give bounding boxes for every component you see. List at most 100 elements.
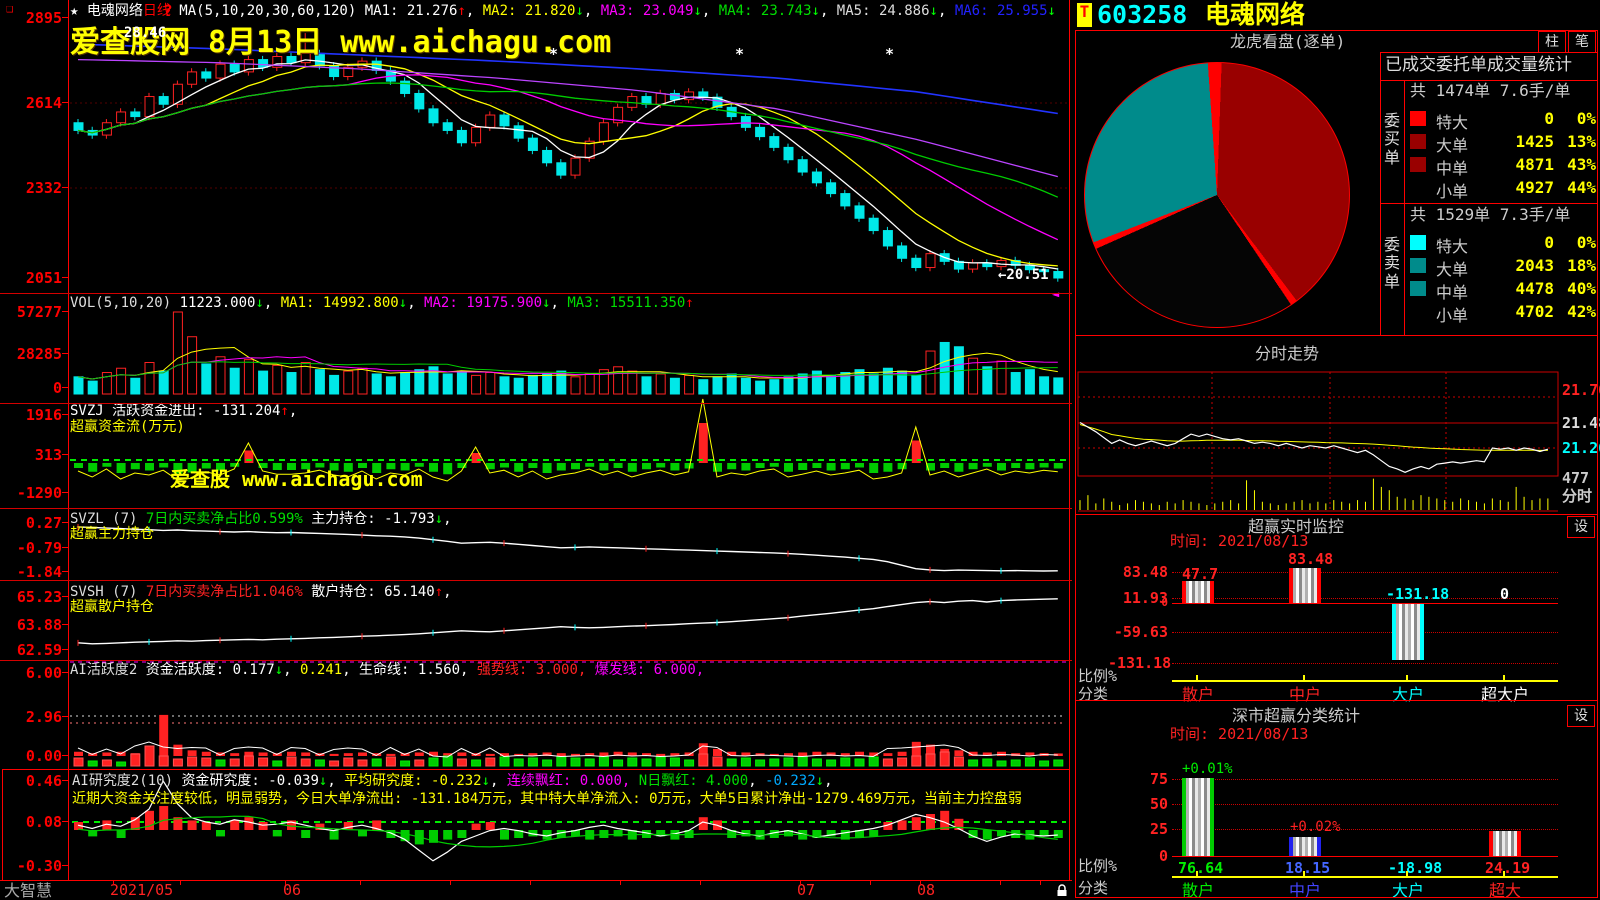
- pillar-view-button[interactable]: 柱: [1538, 31, 1566, 53]
- border-line: [0, 580, 1072, 581]
- legend-segment: ↑: [685, 295, 694, 311]
- table-row: 大单 2043 18%: [1408, 255, 1598, 279]
- baseline-tick: [1303, 675, 1305, 680]
- axis-label: -1290: [16, 484, 62, 502]
- legend-segment: ,: [819, 3, 837, 19]
- stock-type-icon: T: [1077, 3, 1092, 27]
- watermark-main: 爱查股网 8月13日 www.aichagu.com: [70, 25, 612, 60]
- legend-segment: N日飘红: 4.000: [638, 773, 749, 789]
- gridline: [1172, 632, 1558, 633]
- decor-glyph: ◄: [1052, 287, 1060, 301]
- legend-segment: MA1: 14992.800: [280, 295, 399, 311]
- axis-tick: [62, 353, 68, 354]
- table-row: 中单 4478 40%: [1408, 278, 1598, 302]
- table-row: 小单 4702 42%: [1408, 301, 1598, 325]
- axis-label: 62.59: [16, 641, 62, 659]
- legend-segment: SVZL (7): [70, 511, 146, 527]
- axis-tick: [62, 672, 68, 673]
- stock-name: 电魂网络: [1205, 0, 1306, 29]
- order-distribution-pie: [1084, 62, 1350, 328]
- date-tick: [620, 880, 621, 885]
- legend-segment: MA1: 21.276: [364, 3, 458, 19]
- baseline-tick: [1406, 871, 1408, 876]
- date-tick: [920, 880, 921, 885]
- axis-label: 63.88: [16, 616, 62, 634]
- legend-segment: ,: [407, 295, 425, 311]
- border-line: [0, 403, 1072, 404]
- intraday-axis-label: 21.48: [1562, 414, 1600, 432]
- bar-axis-label: 0: [1161, 596, 1168, 609]
- monitor-settings-button[interactable]: 设: [1567, 516, 1595, 538]
- stroke-view-button[interactable]: 笔: [1568, 31, 1596, 53]
- shenshi-category: 散户: [1182, 881, 1215, 900]
- stock-code: 603258: [1097, 0, 1188, 29]
- shenshi-category: 大户: [1392, 881, 1425, 900]
- legend-segment: ,: [748, 773, 766, 789]
- legend-segment: ,: [263, 295, 281, 311]
- shenshi-category: 超大: [1489, 881, 1522, 900]
- border-line: [1597, 30, 1598, 898]
- border-line: [1075, 30, 1598, 31]
- size-swatch: [1410, 134, 1426, 149]
- cell-nm: 大单: [1436, 260, 1469, 279]
- axis-label: 1916: [25, 406, 62, 424]
- axis-label: 0.08: [25, 813, 62, 831]
- bar-axis-label: -131.18: [1108, 654, 1172, 672]
- shenshi-value: 24.19: [1485, 859, 1531, 877]
- axis-tick: [62, 102, 68, 103]
- legend-segment: 日线: [142, 3, 171, 19]
- bar-axis-label: 11.93: [1122, 589, 1168, 607]
- legend-segment: ↓: [811, 3, 820, 19]
- gridline: [1172, 804, 1558, 805]
- monitor-category: 中户: [1289, 685, 1322, 704]
- decor-glyph: ❑: [6, 1, 14, 15]
- cell-val: 2043: [1515, 256, 1554, 275]
- sell-orders-label: 委卖单: [1383, 235, 1400, 291]
- bar-change-label: +0.01%: [1182, 761, 1233, 777]
- legend-segment: SVZJ 活跃资金进出: -131.204: [70, 403, 281, 419]
- legend-segment: ↓: [255, 295, 264, 311]
- axis-label: 0: [52, 379, 62, 397]
- cell-val: 0: [1544, 109, 1554, 128]
- buy-orders-label: 委买单: [1383, 111, 1400, 167]
- axis-label: 2895: [25, 9, 62, 27]
- border-line: [1404, 80, 1405, 335]
- cell-pct: 13%: [1567, 132, 1596, 151]
- category-bar: [1182, 778, 1214, 856]
- shenshi-settings-button[interactable]: 设: [1567, 705, 1595, 727]
- bar-axis-label: 25: [1149, 820, 1168, 838]
- legend-segment: 7日内买卖净占比0.599%: [145, 511, 303, 527]
- legend-segment: MA2: 19175.900: [424, 295, 543, 311]
- category-bar: [1182, 581, 1214, 603]
- legend-segment: MA3: 15511.350: [567, 295, 686, 311]
- legend-segment: VOL(5,10,20): [70, 295, 180, 311]
- watermark-sub: 爱查股 www.aichagu.com: [170, 467, 423, 491]
- axis-tick: [62, 454, 68, 455]
- bar-value-label: 47.7: [1182, 565, 1219, 583]
- border-line: [1075, 700, 1598, 701]
- cell-val: 4871: [1515, 155, 1554, 174]
- axis-tick: [62, 780, 68, 781]
- ai-research-description: 近期大资金关注度较低，明显弱势，今日大单净流出: -131.184万元，其中特大…: [72, 791, 1022, 807]
- legend-segment: 7日内买卖净占比1.046%: [145, 584, 303, 600]
- legend-segment: ↓: [693, 3, 702, 19]
- legend-segment: 连续飘红: 0.000,: [506, 773, 639, 789]
- legend-segment: ↓: [575, 3, 584, 19]
- axis-tick: [62, 187, 68, 188]
- legend-segment: MA4: 23.743: [718, 3, 812, 19]
- axis-tick: [62, 17, 68, 18]
- baseline-tick: [1303, 871, 1305, 876]
- cell-pct: 44%: [1567, 178, 1596, 197]
- shenshi-title: 深市超赢分类统计: [1232, 706, 1361, 725]
- shenshi-value: 76.64: [1178, 859, 1224, 877]
- axis-label: 0.00: [25, 747, 62, 765]
- legend-segment: 散户持仓: 65.140: [302, 584, 435, 600]
- axis-label: 57277: [16, 303, 62, 321]
- legend-segment: ↓: [929, 3, 938, 19]
- axis-tick: [62, 649, 68, 650]
- intraday-axis-label: 21.26: [1562, 439, 1600, 457]
- border-line: [1380, 80, 1598, 81]
- legend-segment: ,: [288, 403, 298, 419]
- pie-panel-title: 龙虎看盘(逐单): [1230, 32, 1346, 51]
- bar-axis-label: 50: [1149, 795, 1168, 813]
